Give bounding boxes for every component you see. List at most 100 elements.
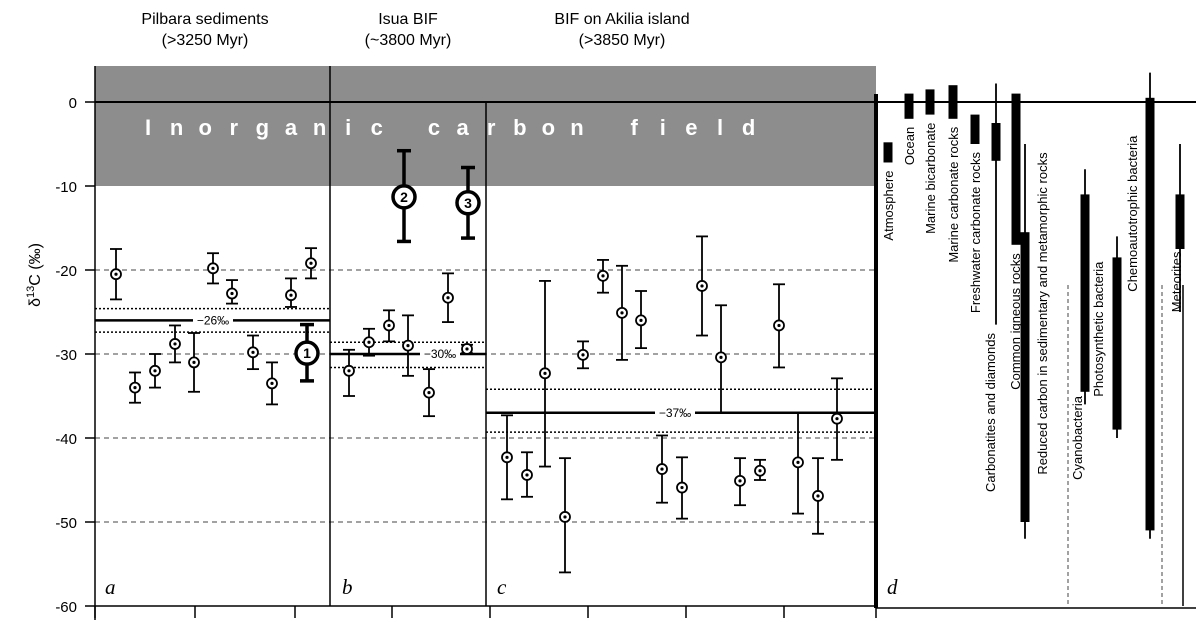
marked-sample-point	[391, 184, 417, 210]
range-label: Photosynthetic bacteria	[1091, 261, 1106, 397]
range-label: Cyanobacteria	[1070, 395, 1085, 480]
panel-c-letter: c	[497, 575, 507, 599]
data-point-center	[153, 369, 157, 373]
data-point-center	[719, 355, 723, 359]
inorganic-field-letter: c	[371, 115, 383, 140]
data-point-center	[289, 293, 293, 297]
data-point-center	[796, 460, 800, 464]
inorganic-field-letter: f	[631, 115, 639, 140]
data-point-center	[406, 344, 410, 348]
marked-sample-number: 3	[464, 195, 472, 211]
range-label: Marine bicarbonate	[923, 123, 938, 234]
y-tick-label: -50	[55, 515, 77, 532]
range-label: Freshwater carbonate rocks	[968, 152, 983, 314]
range-label: Reduced carbon in sedimentary and metamo…	[1035, 152, 1050, 475]
data-point-center	[114, 272, 118, 276]
range-label: Common igneous rocks	[1008, 253, 1023, 390]
data-point-center	[563, 515, 567, 519]
range-label: Meteorites	[1169, 251, 1184, 312]
inorganic-field-letter: c	[428, 115, 440, 140]
y-tick-label: -10	[55, 179, 77, 196]
range-thick-bar	[948, 85, 958, 119]
range-label: Chemoautotrophic bacteria	[1125, 135, 1140, 292]
range-label: Ocean	[902, 127, 917, 165]
y-axis-label: δ13C (‰)	[25, 243, 44, 307]
data-point-center	[835, 417, 839, 421]
range-thick-bar	[991, 123, 1001, 161]
data-point-center	[581, 353, 585, 357]
data-point-center	[777, 323, 781, 328]
frame-layer	[94, 66, 1196, 620]
data-point-center	[211, 266, 215, 270]
mean-label-bg	[655, 403, 695, 419]
mean-label: −37‰	[659, 406, 691, 420]
data-layer: −26‰ 1 −30‰ 2 3 −37‰	[95, 148, 876, 574]
data-point-center	[446, 296, 450, 300]
inorganic-field-letter: r	[230, 115, 239, 140]
inorganic-field-letter: i	[660, 115, 666, 140]
marked-sample-number: 2	[400, 189, 408, 205]
inorganic-field-letter: e	[685, 115, 697, 140]
inorganic-field-letter: i	[345, 115, 351, 140]
range-thick-bar	[925, 89, 935, 115]
range-label: Carbonatites and diamonds	[983, 333, 998, 492]
data-point-center	[367, 340, 371, 344]
data-point-center	[465, 347, 469, 351]
panel-d-ranges: Atmosphere Ocean Marine bicarbonate Marine …	[881, 72, 1185, 539]
data-point-center	[601, 274, 605, 278]
data-point-center	[309, 261, 313, 265]
panel-b-title: Isua BIF	[378, 11, 438, 28]
panel-b-subtitle: (~3800 Myr)	[365, 32, 452, 49]
data-point-center	[270, 381, 274, 385]
inorganic-field-letter: n	[570, 115, 583, 140]
range-thick-bar	[1011, 93, 1021, 245]
data-point-center	[427, 391, 431, 395]
y-tick-label: -40	[55, 431, 77, 448]
data-point-center	[347, 369, 351, 373]
data-point-center	[816, 494, 820, 498]
range-label: Atmosphere	[881, 170, 896, 240]
data-point-center	[230, 291, 234, 296]
marked-sample-number: 1	[303, 345, 311, 361]
marked-sample-point	[455, 190, 481, 216]
inorganic-field-letter: o	[542, 115, 555, 140]
mean-label: −30‰	[424, 347, 456, 361]
data-point-center	[525, 473, 529, 477]
marked-sample-point	[294, 340, 320, 366]
inorganic-field-letter: d	[742, 115, 755, 140]
panel-a-title: Pilbara sediments	[141, 11, 268, 28]
inorganic-field-letter: o	[198, 115, 211, 140]
range-thick-bar	[1145, 97, 1155, 531]
inorganic-field-letter: n	[170, 115, 183, 140]
inorganic-field-letter: n	[313, 115, 326, 140]
y-tick-label: 0	[69, 95, 77, 112]
mean-label: −26‰	[197, 313, 229, 327]
panel-c-subtitle: (>3850 Myr)	[579, 32, 666, 49]
y-axis: 0 -10 -20 -30 -40 -50 -60 δ13C (‰)	[25, 95, 95, 616]
data-point-center	[387, 323, 391, 328]
y-tick-label: -60	[55, 599, 77, 616]
inorganic-field-letter: b	[513, 115, 526, 140]
data-point-center	[620, 311, 624, 315]
range-thick-bar	[970, 114, 980, 144]
range-thick-bar	[883, 142, 893, 163]
panel-d-letter: d	[887, 575, 898, 599]
data-point-center	[639, 318, 643, 322]
range-thick-bar	[1080, 194, 1090, 392]
inorganic-field-letter: a	[456, 115, 469, 140]
inorganic-field-letter: l	[717, 115, 723, 140]
range-thick-bar	[1175, 194, 1185, 249]
range-label: Marine carbonate rocks	[946, 126, 961, 262]
inorganic-field-letter: a	[285, 115, 298, 140]
inorganic-field-letter: g	[256, 115, 269, 140]
data-point-center	[660, 467, 664, 471]
panel-a-subtitle: (>3250 Myr)	[162, 32, 249, 49]
panel-c-title: BIF on Akilia island	[554, 11, 689, 28]
panel-a-letter: a	[105, 575, 116, 599]
data-point-center	[758, 469, 762, 473]
mean-label-bg	[420, 345, 460, 360]
data-point-center	[173, 342, 177, 346]
y-tick-label: -30	[55, 347, 77, 364]
